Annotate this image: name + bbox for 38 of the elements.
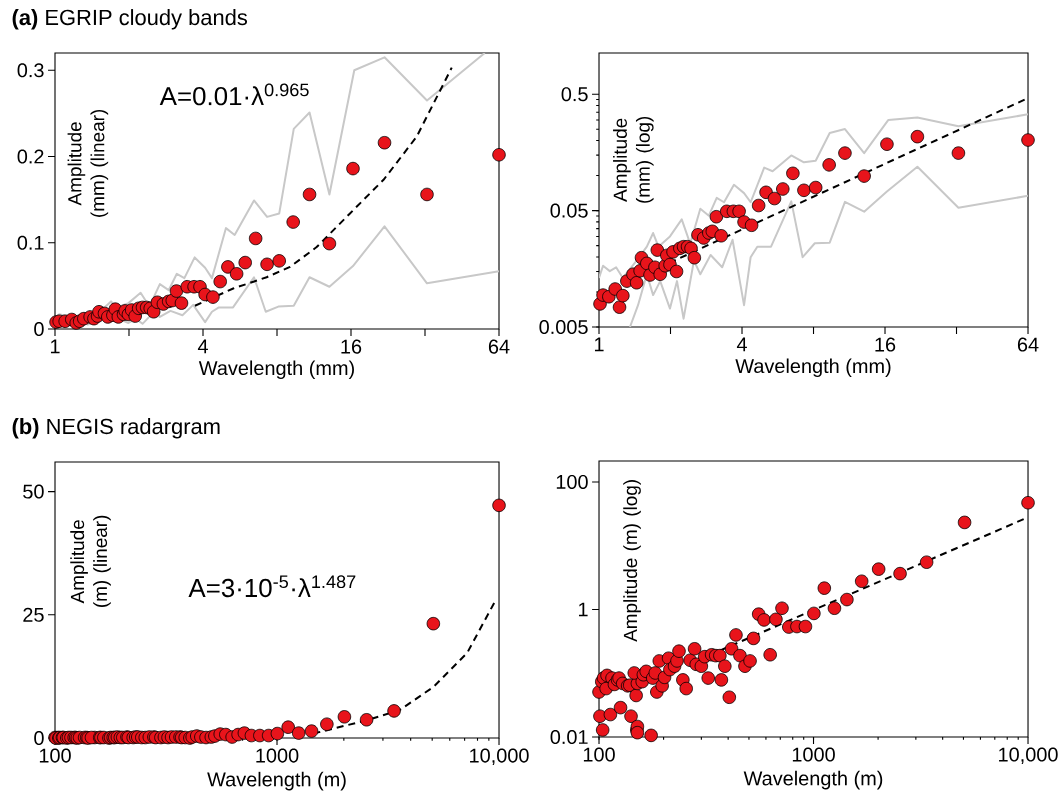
x-tick-label: 1 xyxy=(50,339,60,354)
chart-title: (a) EGRIP cloudy bands xyxy=(12,9,248,30)
x-tick-label: 64 xyxy=(488,339,510,354)
x-tick-label: 10,000 xyxy=(999,747,1058,764)
y-axis-title: Amplitude (m) (log) xyxy=(623,480,641,642)
y-tick-label: 0.2 xyxy=(17,149,44,164)
x-tick-label: 10,000 xyxy=(470,748,529,765)
x-tick-label: 1000 xyxy=(256,748,299,763)
y-tick-label: 0.01 xyxy=(550,729,588,745)
x-tick-label: 16 xyxy=(341,339,362,354)
y-tick-label: 100 xyxy=(556,474,588,489)
y-tick-label: 1 xyxy=(579,602,588,617)
y-tick-label: 0 xyxy=(34,730,44,746)
x-tick-label: 64 xyxy=(1017,337,1039,352)
x-tick-label: 4 xyxy=(197,339,208,354)
y-tick-label: 50 xyxy=(23,484,44,499)
x-axis-title: Wavelength (m) xyxy=(743,770,883,790)
annotation: A=3·10$^{-5}$·λ$^{1.487}$ xyxy=(188,575,356,598)
annotation: A=0.01·λ$^{0.965}$ xyxy=(159,83,309,106)
y-tick-label: 0.1 xyxy=(17,235,44,250)
x-tick-label: 100 xyxy=(583,747,615,762)
y-tick-label: 0.5 xyxy=(561,87,588,102)
x-axis-title: Wavelength (mm) xyxy=(735,358,891,378)
chart-title: (b) NEGIS radargram xyxy=(12,418,220,439)
x-axis-title: Wavelength (mm) xyxy=(198,360,354,380)
x-tick-label: 1000 xyxy=(792,747,835,762)
x-axis-title: Wavelength (m) xyxy=(207,771,346,791)
y-axis-title: Amplitude (m) (linear) xyxy=(70,515,111,607)
x-tick-label: 1 xyxy=(594,337,604,352)
y-tick-label: 0.05 xyxy=(550,203,588,218)
y-tick-label: 25 xyxy=(23,607,44,622)
y-tick-label: 0.005 xyxy=(539,319,588,335)
y-tick-label: 0.3 xyxy=(17,63,44,78)
y-axis-title: Amplitude (mm) (linear) xyxy=(67,109,109,217)
x-tick-label: 4 xyxy=(736,337,747,352)
y-axis-title: Amplitude (mm) (log) xyxy=(613,116,654,203)
x-tick-label: 16 xyxy=(875,337,896,352)
y-tick-label: 0 xyxy=(34,321,44,337)
